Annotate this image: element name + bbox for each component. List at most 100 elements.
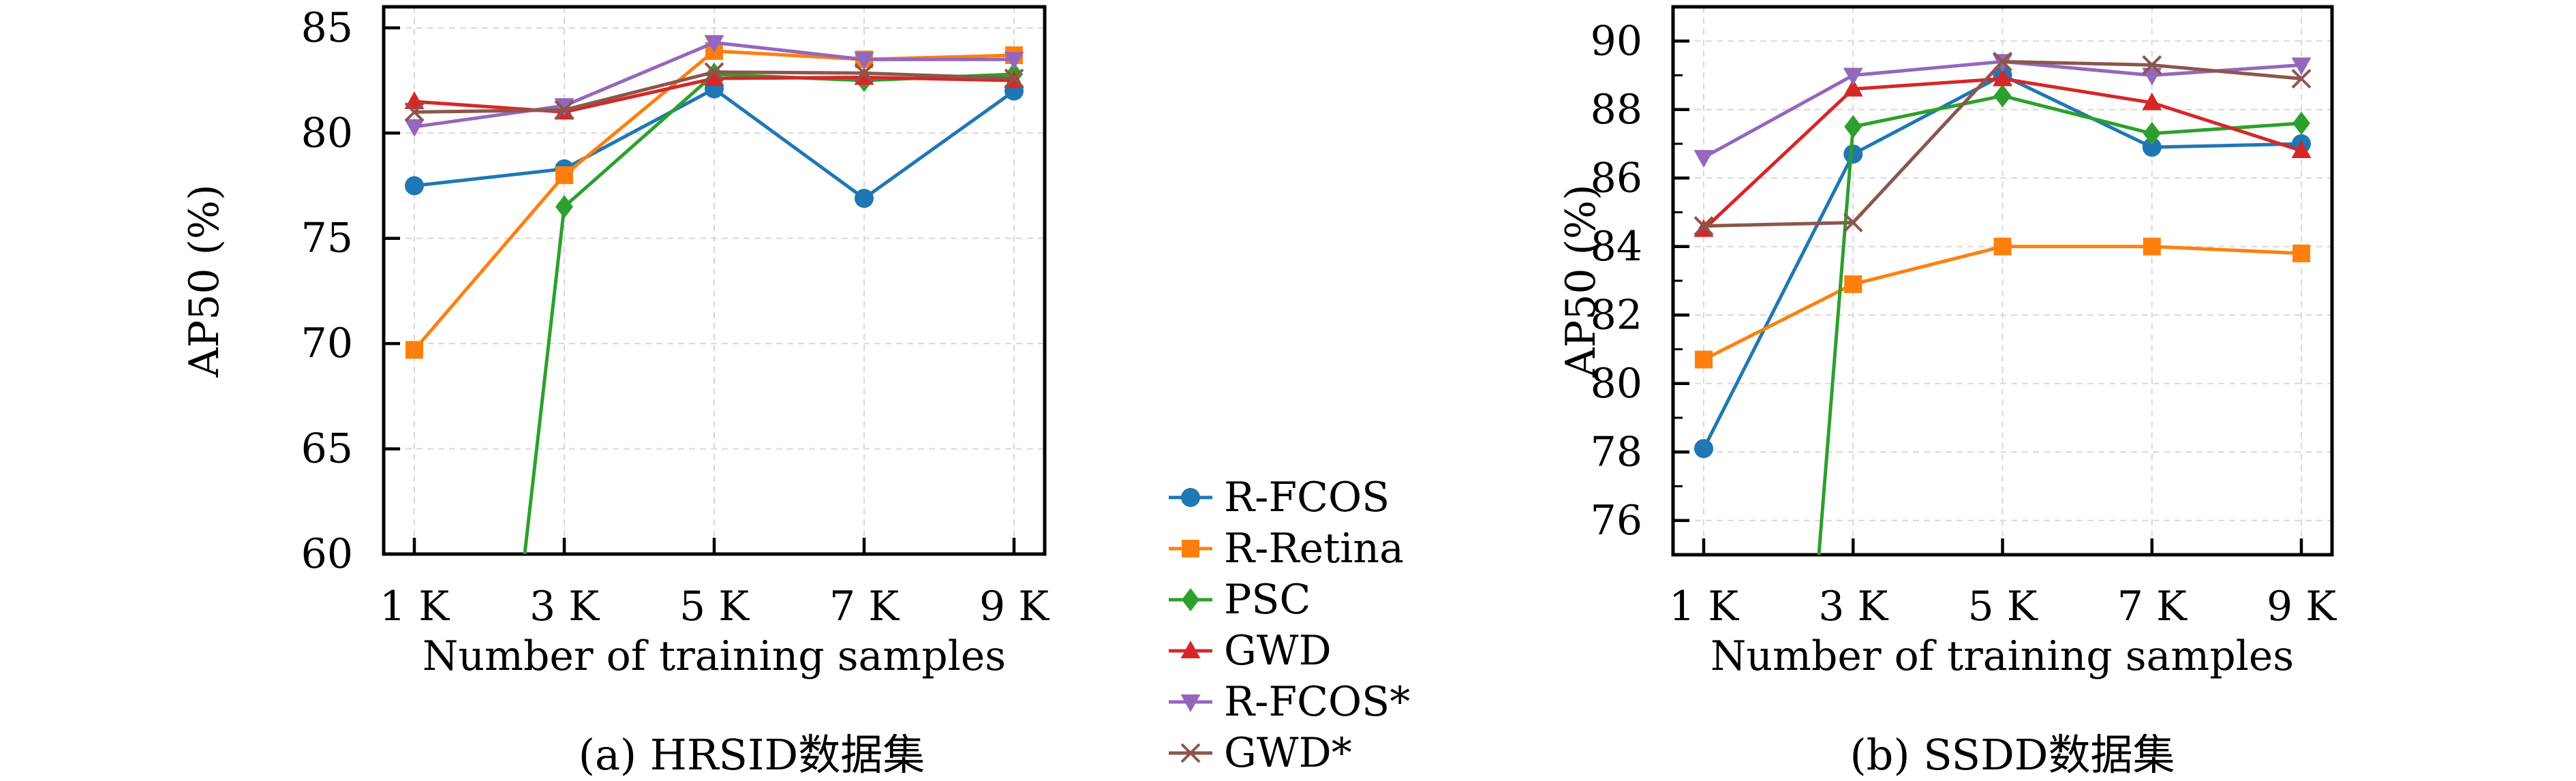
diamond-marker <box>1993 84 2012 108</box>
legend-label: GWD <box>1224 626 1332 675</box>
legend-sample-x <box>1169 743 1212 763</box>
legend-item-r-fcos: R-FCOS <box>1167 472 1410 523</box>
triangle-down-marker <box>854 52 874 70</box>
triangle-down-marker <box>1693 150 1714 168</box>
series-gwd-star <box>404 62 1024 122</box>
x-tick-label: 9 K <box>2267 583 2337 630</box>
triangle-down-marker <box>2142 67 2162 86</box>
square-marker <box>1993 237 2012 256</box>
y-tick-label: 82 <box>1591 291 1642 339</box>
triangle-down-marker <box>1843 67 1863 86</box>
x-marker <box>2142 55 2162 75</box>
x-tick-label: 5 K <box>679 583 750 630</box>
x-marker <box>1004 68 1024 89</box>
x-tick-label: 7 K <box>829 583 900 630</box>
triangle-down-marker <box>1004 52 1024 70</box>
triangle-up-marker <box>2291 140 2312 159</box>
diamond-marker <box>2143 121 2161 145</box>
triangle-down-marker <box>404 119 425 138</box>
square-marker <box>555 166 573 185</box>
x-tick-label: 7 K <box>2117 583 2188 630</box>
gridlines <box>384 7 1045 555</box>
square-marker <box>2143 237 2161 256</box>
hrsid-chart: 60 65 70 75 80 85 1 K 3 K 5 K 7 K 9 K <box>301 4 1050 630</box>
legend-label: PSC <box>1224 575 1311 624</box>
square-marker <box>1844 275 1862 294</box>
circle-marker <box>1181 487 1200 507</box>
legend-item-r-retina: R-Retina <box>1167 523 1410 574</box>
legend-item-gwd: GWD <box>1167 625 1410 676</box>
x-marker <box>2291 69 2312 89</box>
ssdd-chart: 76 78 80 82 84 86 88 90 1 K 3 K 5 K 7 K 9 K <box>1591 5 2337 630</box>
legend-sample-circle <box>1169 487 1212 507</box>
hrsid-caption: (a) HRSID数据集 <box>578 730 925 780</box>
triangle-up-marker <box>704 68 724 87</box>
y-tick-label: 60 <box>301 530 353 578</box>
triangle-down-marker <box>554 98 574 117</box>
y-tick-label: 84 <box>1591 223 1642 271</box>
x-tick-label: 1 K <box>380 583 450 630</box>
legend: R-FCOS R-Retina PSC GWD R-FCOS* GWD* <box>1167 472 1410 778</box>
ssdd-y-axis-label: AP50 (%) <box>1557 184 1605 378</box>
x-marker <box>404 102 425 122</box>
x-marker <box>554 99 574 120</box>
ssdd-caption: (b) SSDD数据集 <box>1850 730 2175 780</box>
square-marker <box>2293 244 2310 262</box>
triangle-up-marker <box>1843 78 1863 97</box>
legend-item-gwd-star: GWD* <box>1167 727 1410 778</box>
triangle-down-marker <box>1180 694 1201 712</box>
ticks <box>1673 40 2303 555</box>
hrsid-y-axis-label: AP50 (%) <box>181 184 228 378</box>
circle-marker <box>855 189 874 209</box>
x-tick-label: 3 K <box>530 583 600 630</box>
triangle-up-marker <box>854 67 874 85</box>
triangle-up-marker <box>1180 640 1201 658</box>
x-marker <box>1843 213 1863 232</box>
tick-labels: 76 78 80 82 84 86 88 90 1 K 3 K 5 K 7 K 9 K <box>1591 17 2337 630</box>
hrsid-x-axis-label: Number of training samples <box>422 632 1007 680</box>
x-tick-label: 9 K <box>979 583 1049 630</box>
tick-labels: 60 65 70 75 80 85 1 K 3 K 5 K 7 K 9 K <box>301 4 1050 630</box>
ticks <box>384 26 1016 556</box>
y-tick-label: 85 <box>301 4 353 52</box>
legend-label: R-FCOS* <box>1224 677 1411 726</box>
triangle-up-marker <box>2142 92 2162 110</box>
x-marker <box>1993 51 2012 72</box>
triangle-down-marker <box>704 35 724 53</box>
circle-marker <box>405 176 424 196</box>
y-tick-label: 80 <box>1591 360 1642 408</box>
circle-marker <box>1694 439 1713 459</box>
legend-item-psc: PSC <box>1167 574 1410 625</box>
x-tick-label: 3 K <box>1818 583 1888 630</box>
y-tick-label: 88 <box>1591 86 1642 134</box>
triangle-up-marker <box>404 91 425 109</box>
x-tick-label: 5 K <box>1967 583 2038 630</box>
y-tick-label: 78 <box>1591 428 1642 476</box>
diamond-marker <box>1844 114 1862 138</box>
series-psc <box>1817 84 2310 555</box>
diamond-marker <box>1182 587 1199 611</box>
y-tick-label: 76 <box>1591 497 1642 545</box>
diamond-marker <box>555 195 573 219</box>
triangle-up-marker <box>1993 68 2012 87</box>
y-tick-label: 80 <box>301 109 353 157</box>
x-marker <box>1180 743 1201 763</box>
y-tick-label: 70 <box>301 320 353 367</box>
legend-label: GWD* <box>1224 729 1352 777</box>
y-tick-label: 75 <box>301 215 353 262</box>
series-r-fcos-star <box>404 35 1024 138</box>
square-marker <box>405 341 423 359</box>
legend-item-r-fcos-star: R-FCOS* <box>1167 676 1410 727</box>
legend-sample-triangle-down <box>1169 694 1212 712</box>
series-gwd-star <box>1693 51 2312 236</box>
x-marker <box>1693 216 1714 236</box>
y-tick-label: 65 <box>301 425 353 473</box>
series-r-retina <box>1695 237 2310 369</box>
y-tick-label: 86 <box>1591 154 1642 202</box>
circle-marker <box>2142 138 2162 157</box>
legend-label: R-FCOS <box>1224 473 1390 521</box>
x-marker <box>854 63 874 83</box>
x-tick-label: 1 K <box>1669 583 1739 630</box>
